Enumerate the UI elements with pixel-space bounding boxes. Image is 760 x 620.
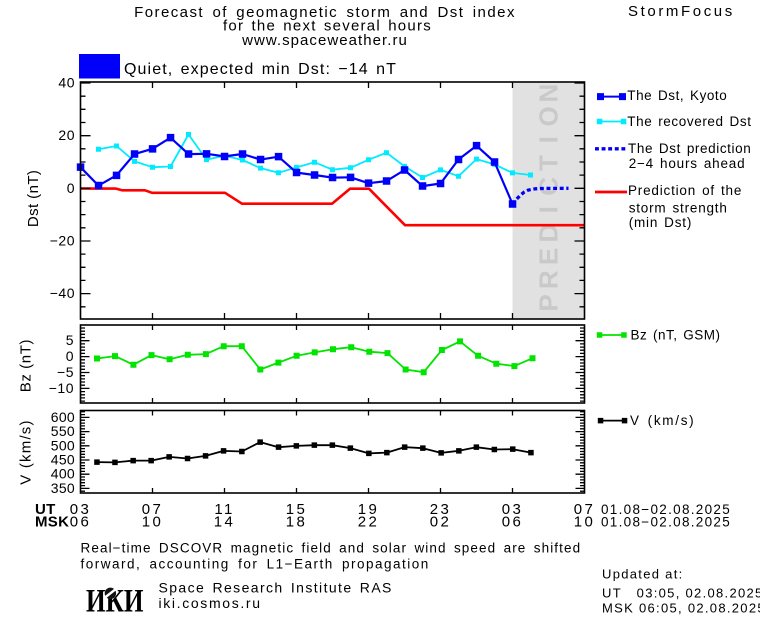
svg-text:I: I [534,206,564,213]
svg-text:03: 03 [70,501,92,518]
svg-text:Bz (nT, GSM): Bz (nT, GSM) [631,327,721,342]
svg-text:The recovered Dst: The recovered Dst [627,114,751,129]
svg-text:0: 0 [67,180,75,196]
svg-text:15: 15 [286,501,308,518]
svg-text:0: 0 [66,348,74,364]
svg-text:550: 550 [51,423,75,439]
svg-text:40: 40 [58,75,75,91]
svg-text:www.spaceweather.ru: www.spaceweather.ru [241,32,408,49]
svg-text:O: O [534,106,564,126]
svg-text:V (km/s): V (km/s) [18,419,35,484]
svg-text:07: 07 [142,501,164,518]
svg-text:600: 600 [51,409,75,425]
svg-text:Forecast of geomagnetic storm: Forecast of geomagnetic storm and Dst in… [134,4,516,21]
svg-text:MSK: MSK [35,514,69,531]
svg-text:03: 03 [502,501,524,518]
svg-text:10: 10 [574,514,596,531]
svg-text:02: 02 [430,514,452,531]
svg-text:19: 19 [358,501,380,518]
svg-text:350: 350 [51,480,75,496]
svg-text:−20: −20 [50,233,75,249]
svg-text:StormFocus: StormFocus [628,3,735,20]
svg-text:I: I [534,136,564,143]
svg-text:Updated at:: Updated at: [602,567,684,582]
svg-text:storm strength: storm strength [629,200,728,215]
svg-text:5: 5 [66,332,74,348]
svg-text:The Dst, Kyoto: The Dst, Kyoto [627,88,727,103]
svg-text:iki.cosmos.ru: iki.cosmos.ru [159,595,262,611]
svg-text:500: 500 [51,437,75,453]
svg-text:−10: −10 [49,380,74,396]
svg-text:C: C [534,177,564,196]
svg-text:E: E [534,248,564,265]
svg-text:18: 18 [286,514,308,531]
svg-text:forward, accounting for L1−Ear: forward, accounting for L1−Earth propaga… [81,557,430,572]
svg-text:10: 10 [142,514,164,531]
svg-text:06: 06 [70,514,92,531]
svg-text:Space Research Institute RAS: Space Research Institute RAS [159,580,393,596]
svg-text:UT: UT [35,501,56,518]
svg-text:The Dst prediction: The Dst prediction [628,141,751,156]
svg-text:Bz (nT): Bz (nT) [18,339,35,392]
svg-text:−5: −5 [57,364,74,380]
svg-text:22: 22 [358,514,380,531]
svg-text:2−4 hours ahead: 2−4 hours ahead [629,156,746,171]
svg-text:MSK 06:05, 02.08.2025: MSK 06:05, 02.08.2025 [602,601,760,616]
svg-text:Quiet, expected min Dst: −14 n: Quiet, expected min Dst: −14 nT [124,61,397,78]
svg-text:400: 400 [51,466,75,482]
svg-text:06: 06 [502,514,524,531]
svg-text:N: N [534,84,564,103]
svg-text:01.08−02.08.2025: 01.08−02.08.2025 [601,502,731,517]
svg-text:01.08−02.08.2025: 01.08−02.08.2025 [601,515,731,530]
svg-text:11: 11 [214,501,234,518]
svg-text:T: T [534,155,564,171]
svg-text:23: 23 [430,501,452,518]
svg-text:UT 03:05, 02.08.2025: UT 03:05, 02.08.2025 [602,586,760,601]
svg-text:(min Dst): (min Dst) [629,215,692,230]
svg-text:Dst (nT): Dst (nT) [25,170,42,227]
svg-text:14: 14 [214,514,236,531]
svg-text:Prediction of the: Prediction of the [628,183,742,198]
svg-text:450: 450 [51,452,75,468]
svg-text:−40: −40 [50,285,75,301]
svg-text:Real−time DSCOVR magnetic fiel: Real−time DSCOVR magnetic field and sola… [81,541,582,556]
svg-text:20: 20 [58,127,75,143]
svg-text:07: 07 [574,501,596,518]
svg-text:P: P [534,294,564,311]
svg-text:R: R [534,270,564,289]
svg-text:D: D [534,224,564,243]
svg-text:for the next several hours: for the next several hours [223,18,432,35]
svg-text:ИКИ: ИКИ [86,584,144,620]
svg-text:V (km/s): V (km/s) [630,413,695,428]
